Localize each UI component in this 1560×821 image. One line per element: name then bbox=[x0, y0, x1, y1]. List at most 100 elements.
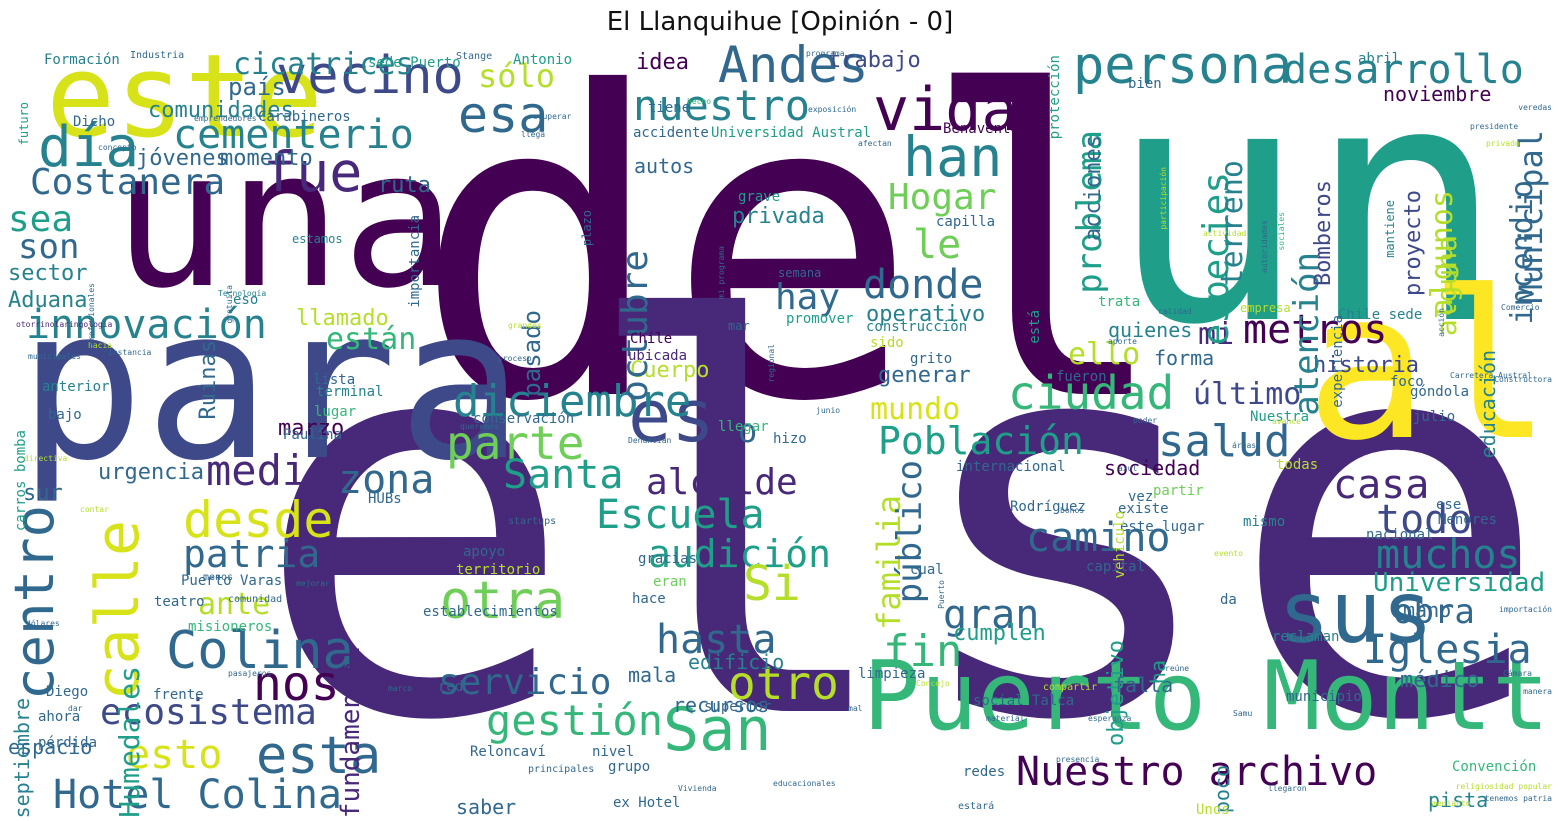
word-carabineros: Carabineros bbox=[258, 109, 351, 125]
word-azul: azul bbox=[1118, 464, 1138, 473]
word-han: han bbox=[903, 125, 1003, 189]
word-hizo: hizo bbox=[773, 431, 807, 447]
word-sede-puerto: sede Puerto bbox=[368, 55, 461, 71]
word-comunidad: comunidad bbox=[228, 594, 283, 605]
word-marco: marco bbox=[388, 684, 413, 693]
word-pasajeros: pasajeros bbox=[228, 669, 272, 678]
word-programa: programa bbox=[806, 49, 845, 58]
word-proyecto: proyecto bbox=[1401, 190, 1426, 296]
word-nos: nos bbox=[253, 656, 340, 712]
word-esto: esto bbox=[126, 732, 223, 778]
word-carros-bomba: carros bomba bbox=[13, 430, 29, 532]
word-manera: manera bbox=[1523, 687, 1552, 696]
word-semana: semana bbox=[778, 266, 822, 280]
word-para: para bbox=[18, 262, 524, 507]
word-eran: eran bbox=[653, 574, 687, 590]
word-sociedad: sociedad bbox=[1104, 456, 1201, 480]
word-limpieza: limpieza bbox=[858, 666, 926, 682]
word-innovacion: innovación bbox=[26, 302, 267, 348]
word-grave: grave bbox=[738, 189, 781, 205]
word-directiva: directiva bbox=[24, 454, 68, 463]
word-diciembre: diciembre bbox=[453, 376, 692, 427]
word-colina: Colina bbox=[166, 621, 354, 681]
word-contar: contar bbox=[80, 505, 109, 514]
word-emprendedores: emprendedores bbox=[194, 114, 257, 123]
word-ex-hotel: ex Hotel bbox=[613, 795, 681, 811]
word-cicatrices: cicatrices bbox=[233, 47, 414, 82]
word-municipio: municipio bbox=[1286, 689, 1362, 705]
word-universidad: Universidad bbox=[1373, 568, 1546, 598]
word-vecino: vecino bbox=[276, 46, 464, 106]
word-esta: esta bbox=[256, 726, 382, 786]
word-reclaman: reclaman bbox=[1272, 629, 1340, 645]
word-humedales: Humedales bbox=[113, 666, 146, 818]
word-experiencia: experiencia bbox=[1330, 315, 1346, 408]
word-profesionales: profesionales bbox=[87, 283, 96, 346]
word-ante: ante bbox=[198, 587, 271, 622]
word-religiosidad-popular: religiosidad popular bbox=[1455, 782, 1552, 791]
word-plazo: plazo bbox=[580, 210, 594, 247]
word-marzo: marzo bbox=[278, 416, 345, 441]
word-nivel: nivel bbox=[592, 744, 635, 760]
word-esperanza: esperanza bbox=[1088, 714, 1132, 723]
word-recuperar: recuperar bbox=[528, 112, 572, 121]
word-presencia: presencia bbox=[1056, 755, 1100, 764]
word-edificio: edificio bbox=[688, 650, 785, 674]
word-capilla: capilla bbox=[936, 214, 996, 230]
word-acciones: acciones bbox=[1081, 135, 1106, 241]
word-sus: sus bbox=[1278, 563, 1434, 663]
word-mala: mala bbox=[628, 663, 677, 687]
word-estan: están bbox=[326, 322, 417, 357]
word-centro: centro bbox=[8, 505, 66, 701]
word-desarrollo: desarrollo bbox=[1283, 47, 1524, 93]
word-o: o bbox=[738, 412, 758, 450]
word-queremos: queremos bbox=[460, 422, 499, 431]
word-carretera-austral: Carretera Austral bbox=[1450, 371, 1532, 380]
word-iglesia: Iglesia bbox=[1363, 627, 1532, 673]
word-establecimientos: establecimientos bbox=[423, 604, 558, 620]
word-fueron: fueron bbox=[1056, 369, 1107, 385]
word-costanera: Costanera bbox=[30, 162, 226, 203]
word-otorrinolaringologia: otorrinolaringología bbox=[16, 320, 113, 329]
word-patria: patria bbox=[183, 532, 321, 576]
word-un: un bbox=[1108, 40, 1506, 397]
word-importacion: importación bbox=[1499, 605, 1552, 614]
word-dicho: Dicho bbox=[73, 114, 116, 130]
word-instancia: instancia bbox=[108, 348, 152, 357]
word-accidente: accidente bbox=[633, 125, 709, 141]
word-servicio: servicio bbox=[438, 662, 612, 703]
word-estara: estará bbox=[958, 801, 995, 812]
word-gracias: gracias bbox=[638, 551, 698, 567]
word-reloncavi: Reloncaví bbox=[470, 744, 546, 760]
word-le: le bbox=[913, 222, 962, 268]
word-poder: poder bbox=[1133, 416, 1158, 425]
word-educacionales: educacionales bbox=[773, 779, 836, 788]
word-medio: medio bbox=[206, 446, 333, 495]
word-historia: historia bbox=[1313, 353, 1419, 378]
word-cuerpo: Cuerpo bbox=[630, 358, 710, 383]
word-perdida: pérdida bbox=[38, 735, 98, 751]
word-son: son bbox=[18, 227, 80, 267]
word-ubicada: ubicada bbox=[628, 348, 688, 364]
word-dia: día bbox=[38, 115, 140, 180]
word-material: material bbox=[986, 714, 1025, 723]
word-mejorar: mejorar bbox=[296, 579, 330, 588]
word-solo: sólo bbox=[478, 57, 556, 95]
word-vez: vez bbox=[1128, 489, 1154, 505]
word-poblacion: Población bbox=[878, 419, 1084, 463]
word-metros: metros bbox=[1243, 307, 1388, 353]
word-este-lugar: este lugar bbox=[1120, 519, 1205, 535]
word-del: del bbox=[413, 40, 1172, 494]
word-san: San bbox=[663, 695, 772, 765]
word-hace: hace bbox=[632, 591, 666, 607]
word-construccion: construcción bbox=[866, 319, 968, 335]
word-trabajo: trabajo bbox=[828, 48, 921, 73]
word-anterior: anterior bbox=[42, 379, 110, 395]
word-mismo: mismo bbox=[1243, 514, 1286, 530]
word-cementerio: cementerio bbox=[173, 112, 414, 158]
word-grandes: grandes bbox=[508, 321, 542, 330]
word-sector: sector bbox=[8, 261, 88, 286]
word-escuela: Escuela bbox=[596, 492, 765, 538]
word-espacio: espacio bbox=[8, 735, 93, 759]
word-forma: forma bbox=[1154, 346, 1215, 370]
